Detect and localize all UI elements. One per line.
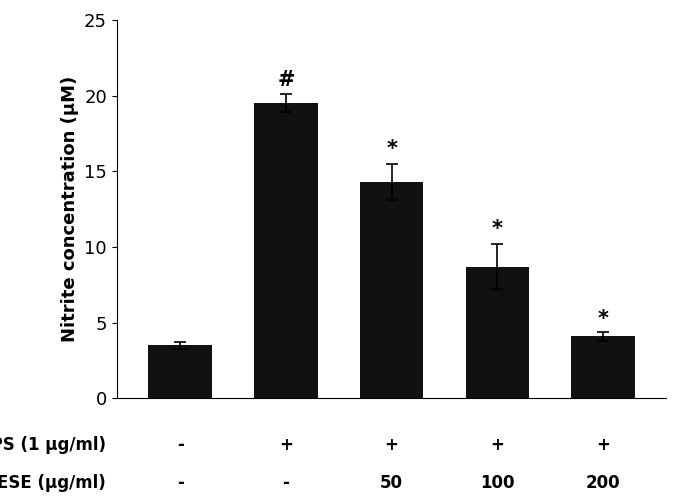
Bar: [572, 336, 635, 398]
Text: -: -: [177, 474, 183, 492]
Text: +: +: [596, 436, 610, 454]
Text: ESE (μg/ml): ESE (μg/ml): [0, 474, 106, 492]
Bar: [254, 103, 317, 398]
Text: 50: 50: [380, 474, 403, 492]
Text: *: *: [492, 220, 503, 240]
Text: #: #: [278, 70, 295, 90]
Text: 100: 100: [480, 474, 515, 492]
Text: *: *: [386, 139, 397, 159]
Text: *: *: [598, 309, 609, 329]
Text: 200: 200: [585, 474, 620, 492]
Text: +: +: [279, 436, 293, 454]
Text: +: +: [491, 436, 504, 454]
Y-axis label: Nitrite concentration (μM): Nitrite concentration (μM): [60, 76, 78, 342]
Text: LPS (1 μg/ml): LPS (1 μg/ml): [0, 436, 106, 454]
Bar: [148, 346, 212, 398]
Text: +: +: [385, 436, 398, 454]
Bar: [360, 182, 423, 398]
Text: -: -: [282, 474, 289, 492]
Bar: [466, 267, 529, 398]
Text: -: -: [177, 436, 183, 454]
